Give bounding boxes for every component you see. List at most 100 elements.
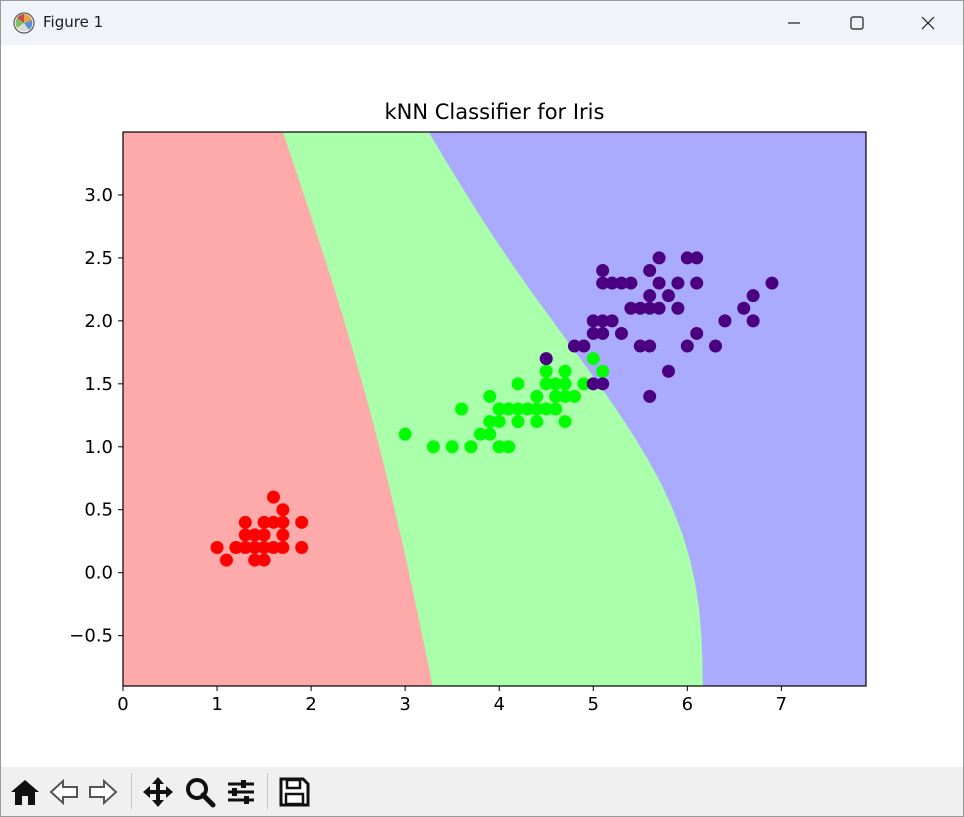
configure-subplots-icon — [228, 780, 254, 804]
data-point-class2 — [746, 314, 760, 328]
window-title: Figure 1 — [43, 13, 104, 31]
data-point-class0 — [257, 528, 271, 542]
data-point-class1 — [483, 415, 497, 429]
data-point-class0 — [229, 541, 243, 554]
chart-title: kNN Classifier for Iris — [385, 100, 605, 124]
x-tick-label: 5 — [588, 694, 599, 715]
knn-scatter-chart: 0 1 2 3 4 5 6 7 −0.5 0.0 0.5 1.0 1.5 2.0 2.5 3.0 kNN Cla… — [69, 100, 867, 715]
data-point-class1 — [445, 440, 459, 454]
data-point-class2 — [596, 276, 610, 290]
save-icon — [279, 777, 310, 807]
data-point-class0 — [266, 541, 280, 554]
configure-subplots-button[interactable] — [224, 775, 258, 809]
matplotlib-logo-icon — [13, 12, 35, 34]
minimize-icon — [788, 22, 800, 24]
data-point-class1 — [464, 440, 478, 454]
data-point-class2 — [671, 276, 685, 290]
back-button[interactable] — [47, 775, 81, 809]
data-point-class1 — [426, 440, 440, 454]
data-point-class2 — [643, 389, 657, 403]
data-point-class2 — [680, 339, 694, 353]
data-point-class0 — [295, 541, 309, 554]
data-point-class2 — [643, 301, 657, 315]
data-point-class1 — [483, 427, 497, 441]
y-tick-label: 0.0 — [84, 563, 113, 584]
data-point-class2 — [661, 289, 675, 303]
data-point-class2 — [605, 314, 619, 328]
title-bar[interactable]: Figure 1 — [1, 1, 963, 45]
data-point-class0 — [266, 515, 280, 529]
data-point-class1 — [492, 440, 506, 454]
data-point-class0 — [266, 490, 280, 504]
data-point-class2 — [539, 352, 553, 366]
x-tick-label: 2 — [305, 694, 316, 715]
x-tick-label: 6 — [682, 694, 693, 715]
x-tick-label: 4 — [493, 694, 504, 715]
data-point-class0 — [238, 528, 252, 542]
data-point-class2 — [567, 339, 581, 353]
forward-button[interactable] — [86, 775, 120, 809]
data-point-class2 — [596, 314, 610, 328]
decision-region-class0 — [123, 132, 433, 686]
minimize-button[interactable] — [771, 1, 817, 45]
data-point-class0 — [276, 515, 290, 529]
data-point-class2 — [746, 289, 760, 303]
data-point-class2 — [643, 289, 657, 303]
data-point-class1 — [530, 402, 544, 416]
data-point-class1 — [539, 377, 553, 391]
data-point-class2 — [661, 364, 675, 378]
x-tick-label: 7 — [776, 694, 787, 715]
data-point-class2 — [633, 301, 647, 315]
data-point-class2 — [586, 377, 600, 391]
save-button[interactable] — [277, 775, 311, 809]
y-tick-label: 2.5 — [84, 248, 113, 269]
data-point-class1 — [511, 415, 525, 429]
data-point-class1 — [530, 415, 544, 429]
y-tick-label: 1.0 — [84, 437, 113, 458]
navigation-toolbar — [1, 767, 963, 816]
data-point-class1 — [398, 427, 412, 441]
home-button[interactable] — [8, 775, 42, 809]
zoom-button[interactable] — [183, 775, 217, 809]
data-point-class2 — [577, 339, 591, 353]
toolbar-separator — [267, 773, 268, 809]
data-point-class0 — [257, 553, 271, 567]
data-point-class0 — [295, 515, 309, 529]
y-tick-label: 1.5 — [84, 374, 113, 395]
data-point-class1 — [567, 389, 581, 403]
x-tick-label: 3 — [399, 694, 410, 715]
data-point-class1 — [596, 364, 610, 378]
data-point-class1 — [502, 402, 516, 416]
y-tick-label: 3.0 — [84, 185, 113, 206]
pan-button[interactable] — [141, 775, 175, 809]
data-point-class2 — [671, 301, 685, 315]
data-point-class1 — [558, 389, 572, 403]
data-point-class1 — [530, 389, 544, 403]
y-tick-label: 2.0 — [84, 311, 113, 332]
zoom-icon — [186, 778, 216, 808]
data-point-class2 — [709, 339, 723, 353]
data-point-class2 — [643, 264, 657, 277]
data-point-class2 — [737, 301, 751, 315]
close-button[interactable] — [905, 1, 951, 45]
data-point-class0 — [276, 528, 290, 542]
data-point-class1 — [492, 402, 506, 416]
x-tick-label: 0 — [117, 694, 128, 715]
data-point-class1 — [577, 377, 591, 391]
figure-canvas[interactable]: 0 1 2 3 4 5 6 7 −0.5 0.0 0.5 1.0 1.5 2.0 2.5 3.0 kNN Cla… — [1, 45, 963, 767]
data-point-class2 — [624, 301, 638, 315]
y-tick-label: 0.5 — [84, 500, 113, 521]
data-point-class2 — [596, 326, 610, 340]
data-point-class1 — [558, 415, 572, 429]
data-point-class1 — [539, 402, 553, 416]
maximize-button[interactable] — [834, 1, 880, 45]
x-tick-label: 1 — [211, 694, 222, 715]
data-point-class2 — [596, 264, 610, 277]
data-point-class2 — [596, 377, 610, 391]
back-icon — [49, 778, 78, 806]
data-point-class2 — [690, 326, 704, 340]
data-point-class2 — [605, 276, 619, 290]
data-point-class1 — [492, 415, 506, 429]
data-point-class2 — [765, 276, 779, 290]
